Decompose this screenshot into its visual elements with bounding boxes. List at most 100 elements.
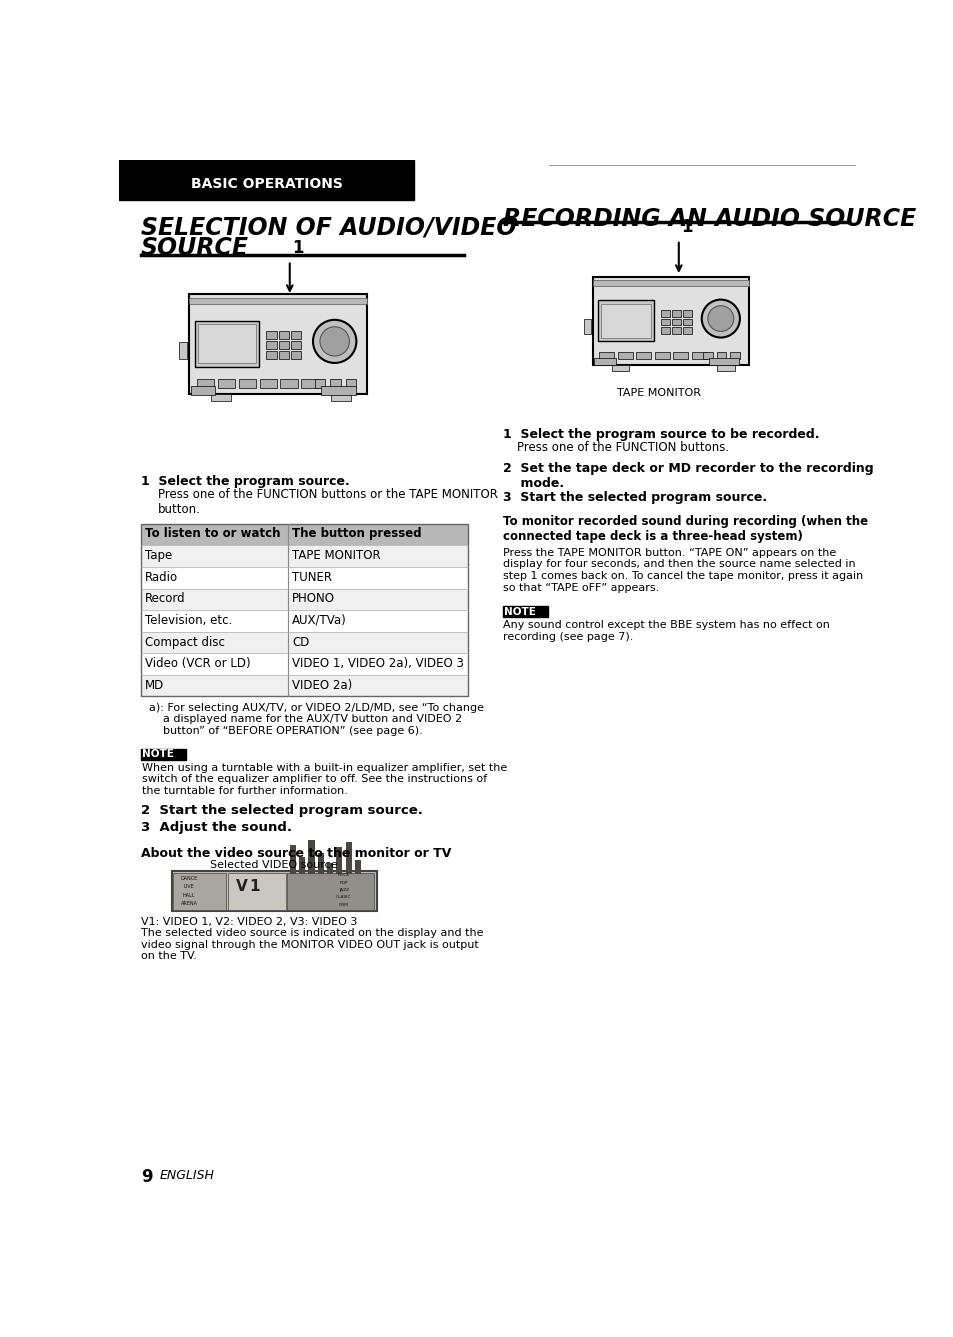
Bar	[716, 352, 725, 360]
Text: RECORDING AN AUDIO SOURCE: RECORDING AN AUDIO SOURCE	[502, 207, 915, 231]
Text: V1: VIDEO 1, V2: VIDEO 2, V3: VIDEO 3: V1: VIDEO 1, V2: VIDEO 2, V3: VIDEO 3	[141, 917, 357, 928]
Bar	[196, 380, 213, 388]
Bar	[141, 588, 468, 610]
Bar	[141, 524, 468, 545]
Bar	[141, 567, 468, 588]
Text: V: V	[235, 878, 247, 894]
Bar	[211, 394, 231, 401]
Circle shape	[707, 306, 733, 332]
Bar	[278, 341, 289, 349]
Text: NOTE: NOTE	[504, 607, 536, 618]
Bar	[266, 352, 276, 360]
Text: 1: 1	[680, 218, 692, 235]
Bar	[290, 845, 295, 874]
Bar	[335, 848, 342, 874]
Bar	[636, 352, 651, 360]
Bar	[592, 277, 749, 365]
Bar	[671, 328, 679, 334]
Bar	[345, 380, 356, 388]
Text: HALL: HALL	[182, 893, 195, 897]
Bar	[291, 341, 301, 349]
Bar	[287, 873, 374, 909]
Text: BASIC OPERATIONS: BASIC OPERATIONS	[191, 176, 342, 191]
Text: 9: 9	[141, 1167, 152, 1186]
Bar	[278, 352, 289, 360]
Bar	[291, 332, 301, 340]
Bar	[217, 380, 234, 388]
Bar	[708, 358, 739, 365]
Text: 1  Select the program source.: 1 Select the program source.	[141, 475, 350, 488]
Text: Video (VCR or LD): Video (VCR or LD)	[145, 656, 251, 670]
Bar	[189, 294, 367, 394]
Bar	[173, 873, 226, 909]
Bar	[291, 352, 301, 360]
Bar	[141, 749, 186, 759]
Text: TUNER: TUNER	[292, 571, 332, 584]
Bar	[618, 352, 632, 360]
Text: TAPE MONITOR: TAPE MONITOR	[292, 550, 380, 563]
Bar	[592, 279, 749, 286]
Bar	[141, 654, 468, 675]
Text: Record: Record	[145, 592, 185, 606]
Bar	[195, 321, 258, 366]
Bar	[259, 380, 276, 388]
Bar	[598, 301, 654, 341]
Bar	[717, 365, 735, 370]
Text: When using a turntable with a built-in equalizer amplifier, set the
switch of th: When using a turntable with a built-in e…	[142, 762, 507, 796]
Bar	[266, 341, 276, 349]
Text: 1: 1	[292, 239, 303, 257]
Text: VIDEO 2a): VIDEO 2a)	[292, 679, 352, 691]
Bar	[594, 358, 616, 365]
Bar	[317, 853, 323, 874]
Bar	[660, 310, 669, 317]
Text: Any sound control except the BBE system has no effect on
recording (see page 7).: Any sound control except the BBE system …	[502, 620, 829, 642]
Text: To listen to or watch: To listen to or watch	[145, 527, 280, 540]
Text: 3  Adjust the sound.: 3 Adjust the sound.	[141, 821, 292, 834]
Circle shape	[701, 299, 740, 337]
Bar	[330, 380, 340, 388]
Text: 2  Start the selected program source.: 2 Start the selected program source.	[141, 804, 422, 817]
Bar	[682, 328, 691, 334]
Text: DANCE: DANCE	[180, 876, 197, 881]
Text: TAPE MONITOR: TAPE MONITOR	[617, 388, 700, 398]
Bar	[228, 873, 286, 909]
Text: The selected video source is indicated on the display and the
video signal throu: The selected video source is indicated o…	[141, 928, 483, 961]
Bar	[671, 318, 679, 325]
Text: Radio: Radio	[145, 571, 178, 584]
Text: LIVE: LIVE	[183, 884, 194, 889]
Bar	[141, 545, 468, 567]
Text: Selected VIDEO source: Selected VIDEO source	[211, 861, 337, 870]
Bar	[238, 380, 255, 388]
Bar	[198, 325, 255, 362]
Text: NOTE: NOTE	[142, 750, 174, 759]
Text: SOURCE: SOURCE	[141, 235, 249, 259]
Bar	[172, 872, 377, 912]
Text: Tape: Tape	[145, 550, 172, 563]
Text: Compact disc: Compact disc	[145, 635, 225, 648]
Bar	[308, 840, 314, 874]
Bar	[141, 675, 468, 697]
Bar	[280, 380, 297, 388]
Text: SELECTION OF AUDIO/VIDEO: SELECTION OF AUDIO/VIDEO	[141, 215, 516, 239]
Text: JAZZ: JAZZ	[338, 888, 349, 892]
Text: 1: 1	[249, 878, 259, 894]
Text: 3  Start the selected program source.: 3 Start the selected program source.	[502, 491, 766, 504]
Bar	[355, 861, 360, 874]
Bar	[660, 318, 669, 325]
Bar	[266, 332, 276, 340]
Bar	[119, 160, 414, 201]
Text: AUX/TVa): AUX/TVa)	[292, 614, 347, 627]
Text: ENGLISH: ENGLISH	[159, 1169, 214, 1182]
Bar	[278, 332, 289, 340]
Bar	[327, 862, 333, 874]
Text: CLASIC: CLASIC	[335, 896, 352, 900]
Text: About the video source to the monitor or TV: About the video source to the monitor or…	[141, 846, 451, 860]
Text: 1  Select the program source to be recorded.: 1 Select the program source to be record…	[502, 428, 819, 441]
Text: a): For selecting AUX/TV, or VIDEO 2/LD/MD, see “To change
    a displayed name : a): For selecting AUX/TV, or VIDEO 2/LD/…	[149, 702, 483, 735]
Text: DRM: DRM	[338, 902, 349, 906]
Text: The button pressed: The button pressed	[292, 527, 421, 540]
Text: MD: MD	[145, 679, 164, 691]
Bar	[673, 352, 687, 360]
Text: ROCK: ROCK	[337, 873, 350, 877]
Bar	[301, 380, 318, 388]
